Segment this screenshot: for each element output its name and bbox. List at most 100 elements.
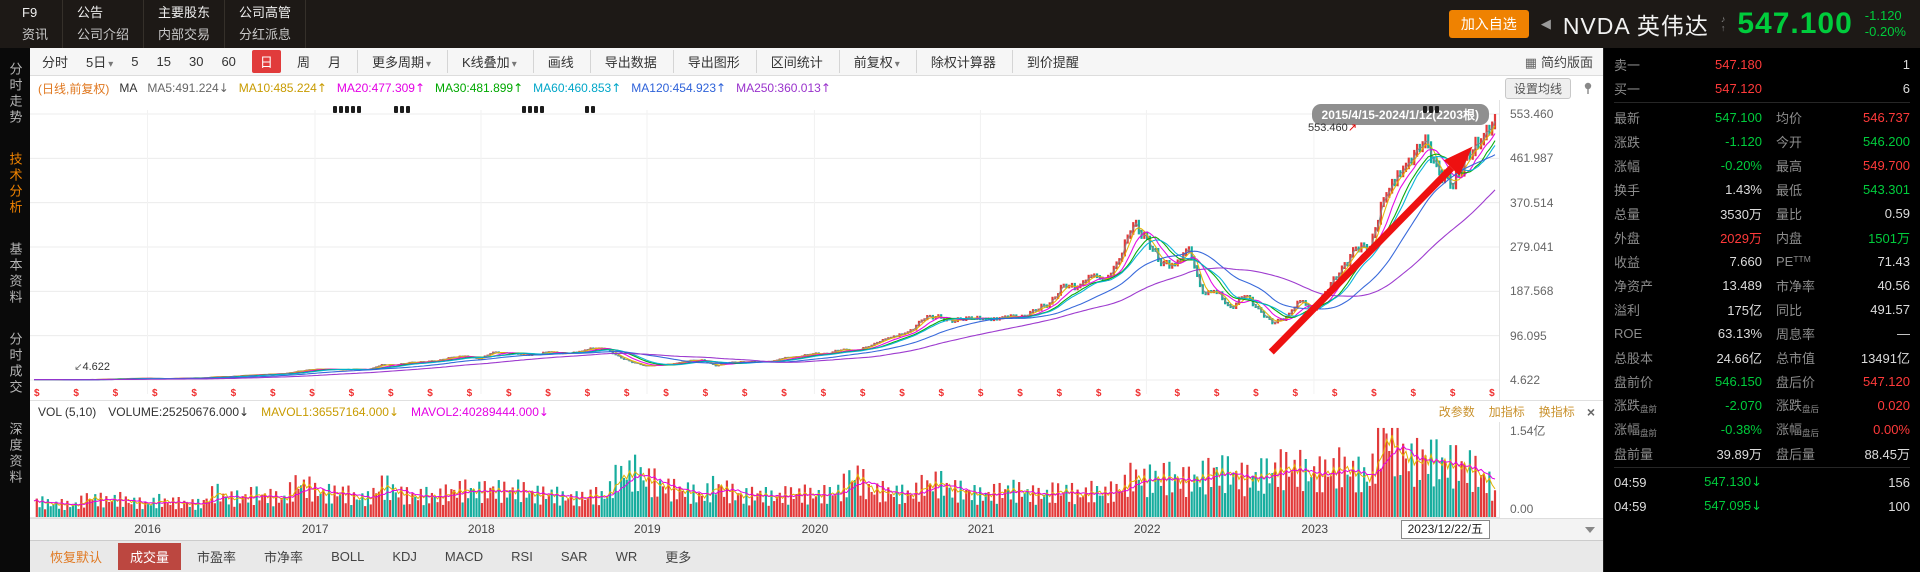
quote-stat-row: 最新 547.100 均价 546.737	[1614, 109, 1910, 126]
event-marker-cluster[interactable]	[522, 106, 545, 113]
price-chart[interactable]: 2015/4/15-2024/1/12(2203根) 553.460↗ ↙4.6…	[30, 100, 1500, 400]
prev-stock-icon[interactable]: ◀	[1540, 16, 1551, 32]
quote-stat-row: 涨跌 -1.120 今开 546.200	[1614, 133, 1910, 150]
toolbar-item[interactable]: 60	[221, 54, 236, 69]
price-axis-label: 187.568	[1510, 284, 1554, 299]
toolbar-item[interactable]: 到价提醒	[1011, 50, 1081, 73]
pin-icon[interactable]	[1581, 81, 1595, 95]
indicator-tab[interactable]: BOLL	[331, 549, 365, 564]
ma-value: MA20:477.309↑	[336, 81, 426, 95]
year-label: 2017	[301, 522, 329, 536]
min-price-annotation: ↙4.622	[74, 361, 110, 373]
top-menu: F9 资讯 公告 公司介绍 主要股东 内部交易 公司高管 分红派息	[8, 0, 307, 48]
up-right-arrow-icon: ↗	[1347, 121, 1357, 134]
indicator-tabs: 恢复默认 成交量 市盈率 市净率 BOLL KDJ MACD RSI SAR W…	[30, 540, 1603, 572]
volume-bars	[33, 427, 1497, 517]
volume-chart[interactable]	[30, 422, 1500, 518]
stock-header: 加入自选 ◀ NVDA 英伟达 ♪ ↑ 547.100 -1.120 -0.20…	[1448, 0, 1906, 48]
quote-stat-row: 涨幅盘前 -0.38% 涨幅盘后 0.00%	[1614, 421, 1910, 439]
quote-stat-row: 总股本 24.66亿 总市值 13491亿	[1614, 350, 1910, 366]
up-arrow-icon[interactable]: ↑	[1720, 23, 1726, 33]
close-icon[interactable]: ×	[1586, 403, 1595, 420]
indicator-tab[interactable]: KDJ	[392, 549, 417, 564]
toolbar-item[interactable]: 30	[188, 54, 204, 69]
toolbar-item[interactable]: 区间统计	[755, 50, 825, 73]
sidebar-item[interactable]: 分时成交	[7, 332, 23, 396]
indicator-action-link[interactable]: 换指标	[1538, 405, 1575, 419]
indicator-tab[interactable]: 恢复默认	[50, 550, 103, 565]
ma-value: MA250:360.013↑	[736, 81, 831, 95]
quote-stat-row: 总量 3530万 量比 0.59	[1614, 205, 1910, 222]
indicator-action-link[interactable]: 改参数	[1438, 405, 1475, 419]
toolbar-item[interactable]: 月	[327, 55, 341, 70]
event-marker-cluster[interactable]	[1422, 106, 1439, 113]
quote-stat-row: 盘前价 546.150 盘后价 547.120	[1614, 373, 1910, 390]
toolbar-item[interactable]: 5日 ▾	[86, 55, 114, 70]
quote-stat-row: 收益 7.660 PETTM 71.43	[1614, 253, 1910, 270]
indicator-tab[interactable]: 更多	[665, 550, 692, 565]
time-axis: 2023/12/22/五 2016 2017 2018 2019 2020 2021 202…	[30, 518, 1603, 540]
collapse-chevron-icon[interactable]	[1585, 527, 1595, 533]
event-marker-cluster[interactable]	[585, 106, 596, 113]
indicator-tab[interactable]: RSI	[511, 549, 533, 564]
price-axis-label: 370.514	[1510, 195, 1554, 210]
indicator-action-link[interactable]: 加指标	[1488, 405, 1525, 419]
price-axis-label: 279.041	[1510, 240, 1554, 254]
toolbar-item[interactable]: 除权计算器	[915, 50, 998, 73]
down-left-arrow-icon: ↙	[74, 362, 83, 373]
year-label: 2016	[134, 522, 161, 536]
toolbar-item[interactable]: 导出图形	[672, 50, 742, 73]
simple-layout-button[interactable]: ▦ 简约版面	[1524, 55, 1593, 70]
toolbar-item[interactable]: 15	[156, 54, 171, 69]
divider	[1614, 102, 1910, 103]
set-ma-button[interactable]: 设置均线	[1504, 77, 1571, 99]
ma-prefix: MA	[119, 81, 138, 95]
top-menu-item[interactable]: 公告	[77, 5, 104, 20]
sidebar-item[interactable]: 分时走势	[7, 62, 23, 126]
top-menu-item[interactable]: F9	[22, 5, 38, 20]
top-menu-item[interactable]: 公司高管	[239, 5, 292, 20]
sidebar-item[interactable]: 技术分析	[7, 152, 23, 216]
toolbar-item[interactable]: 更多周期 ▾	[356, 50, 433, 73]
tick-row: 04:59 547.095↓ 100	[1614, 498, 1910, 514]
add-watchlist-button[interactable]: 加入自选	[1448, 10, 1529, 38]
event-marker-cluster[interactable]	[394, 106, 411, 113]
indicator-tab[interactable]: 市盈率	[197, 550, 237, 565]
top-menu-item[interactable]: 资讯	[22, 27, 49, 42]
toolbar-item[interactable]: 5	[131, 54, 139, 69]
indicator-tab[interactable]: MACD	[444, 549, 484, 564]
max-price-annotation: 553.460↗	[1308, 121, 1357, 134]
indicator-tab[interactable]: 市净率	[264, 550, 304, 565]
sidebar-item[interactable]: 深度资料	[7, 422, 23, 486]
toolbar-item[interactable]: K线叠加 ▾	[447, 50, 519, 73]
quote-stat-row: 涨跌盘前 -2.070 涨跌盘后 0.020	[1614, 397, 1910, 415]
event-marker-cluster[interactable]	[332, 106, 361, 113]
toolbar-item[interactable]: 画线	[532, 50, 576, 73]
chevron-down-icon: ▾	[108, 59, 114, 70]
ma-value: MA5:491.224↓	[147, 81, 229, 95]
quote-stat-row: 外盘 2029万 内盘 1501万	[1614, 230, 1910, 246]
year-label: 2020	[801, 522, 829, 536]
indicator-tab[interactable]: WR	[615, 549, 638, 564]
indicator-tab[interactable]: 成交量	[118, 543, 182, 570]
top-bar: F9 资讯 公告 公司介绍 主要股东 内部交易 公司高管 分红派息	[0, 0, 1920, 48]
sidebar-item[interactable]: 基本资料	[7, 242, 23, 306]
indicator-tab[interactable]: SAR	[560, 549, 588, 564]
announce-icon[interactable]: ♪	[1720, 14, 1726, 24]
top-menu-item[interactable]: 内部交易	[158, 27, 211, 42]
top-menu-item[interactable]: 主要股东	[158, 5, 211, 20]
top-menu-item[interactable]: 公司介绍	[77, 27, 130, 42]
top-menu-column: 公司高管 分红派息	[225, 0, 307, 48]
toolbar-item[interactable]: 前复权 ▾	[838, 50, 902, 73]
quote-stat-row: 盘前量 39.89万 盘后量 88.45万	[1614, 446, 1910, 462]
year-label: 2023	[1301, 522, 1329, 536]
toolbar-item[interactable]: 分时	[42, 55, 69, 70]
chevron-down-icon: ▾	[894, 59, 900, 70]
top-menu-item[interactable]: 分红派息	[239, 27, 292, 42]
toolbar-item[interactable]: 导出数据	[589, 50, 659, 73]
price-axis-label: 461.987	[1510, 151, 1554, 166]
top-menu-column: 公告 公司介绍	[63, 0, 145, 48]
toolbar-item[interactable]: 日	[251, 50, 281, 73]
toolbar-item[interactable]: 周	[296, 55, 310, 70]
year-label: 2022	[1133, 522, 1161, 536]
